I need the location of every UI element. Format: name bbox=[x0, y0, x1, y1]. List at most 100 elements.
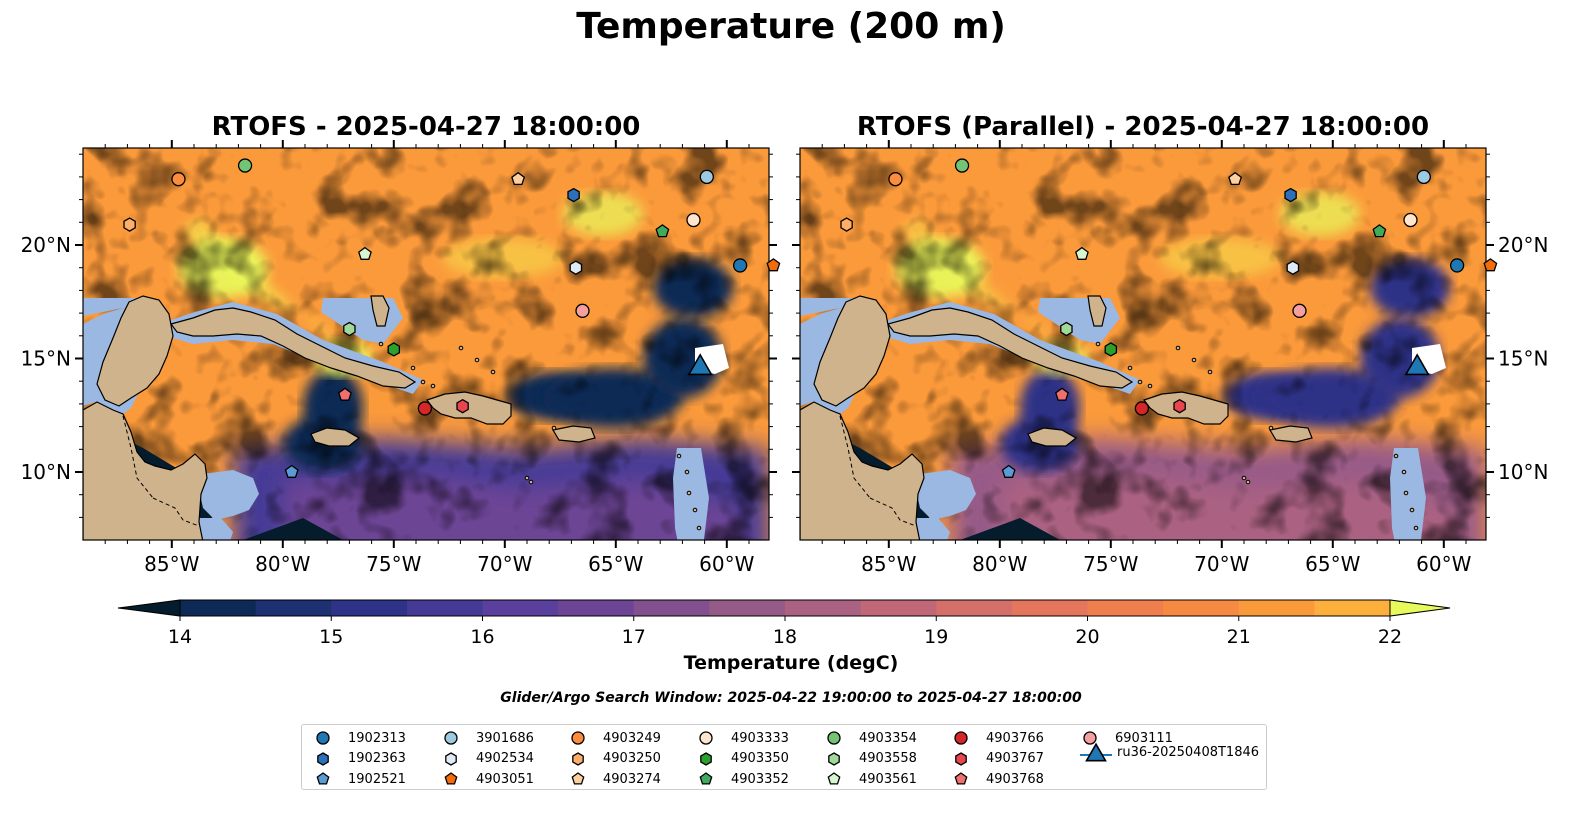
hexagon-marker-icon bbox=[955, 751, 967, 766]
map-panel-rtofs: 85°W 80°W 75°W 70°W 65°W 60°W 20°N 15°N 10°N bbox=[21, 140, 781, 576]
float-marker-4903352 bbox=[1372, 224, 1387, 238]
legend-hexagon-icon bbox=[317, 751, 329, 766]
map-panel-rtofs-parallel: 85°W 80°W 75°W 70°W 65°W 60°W 20°N 15°N 10°N bbox=[792, 140, 1548, 576]
legend-pentagon-icon bbox=[954, 772, 968, 785]
colorbar-segment bbox=[709, 600, 786, 616]
lon-tick-label: 60°W bbox=[699, 552, 754, 576]
legend-circle-icon bbox=[827, 731, 841, 745]
float-marker-4903561 bbox=[358, 246, 372, 260]
legend-label: 4903354 bbox=[859, 730, 917, 746]
lon-tick-label: 75°W bbox=[1083, 552, 1138, 576]
circle-marker-icon bbox=[954, 731, 968, 745]
float-marker-4903354 bbox=[954, 158, 970, 173]
float-marker-4903051 bbox=[1483, 258, 1498, 272]
float-marker-4903767 bbox=[1173, 398, 1186, 414]
legend-label: 1902313 bbox=[348, 730, 406, 746]
pentagon-marker-icon bbox=[316, 772, 330, 785]
float-marker-1902521 bbox=[284, 464, 299, 478]
legend-item: 1902313 bbox=[312, 729, 406, 747]
lat-tick-label: 10°N bbox=[1498, 460, 1548, 484]
legend-pentagon-icon bbox=[827, 772, 841, 785]
colorbar-segment bbox=[1163, 600, 1240, 616]
hexagon-marker-icon bbox=[317, 751, 329, 766]
legend-glider-icon bbox=[1085, 742, 1107, 762]
legend-item: 4903352 bbox=[695, 770, 789, 788]
legend-item: 4903766 bbox=[950, 729, 1044, 747]
legend-label: 4903561 bbox=[859, 771, 917, 787]
legend-item: 4902534 bbox=[440, 750, 534, 768]
legend-label: 3901686 bbox=[476, 730, 534, 746]
float-marker-4903767 bbox=[456, 398, 469, 414]
float-marker-4903051 bbox=[766, 258, 781, 272]
legend-label: 4903350 bbox=[731, 751, 789, 766]
legend-hexagon-icon bbox=[955, 751, 967, 766]
colorbar-segment bbox=[1238, 600, 1315, 616]
lat-tick-label: 15°N bbox=[1498, 347, 1548, 371]
colorbar-tick-label: 21 bbox=[1227, 626, 1251, 648]
float-marker-1902521 bbox=[1001, 464, 1016, 478]
legend-item: 4903768 bbox=[950, 770, 1044, 788]
float-marker-4903561 bbox=[1075, 246, 1089, 260]
float-marker-4903250 bbox=[123, 217, 136, 232]
colorbar-tick-label: 16 bbox=[470, 626, 494, 648]
legend-label: 4903767 bbox=[986, 751, 1044, 766]
legend-item: 4903561 bbox=[823, 770, 917, 788]
legend-item: 6903111 bbox=[1079, 729, 1173, 747]
colorbar-segment bbox=[406, 600, 483, 616]
colorbar-label: Temperature (degC) bbox=[683, 652, 899, 674]
colorbar-segment bbox=[936, 600, 1013, 616]
colorbar-segment bbox=[633, 600, 710, 616]
legend-label: 4903274 bbox=[603, 771, 661, 787]
float-marker-4903350 bbox=[387, 342, 401, 357]
pentagon-marker-icon bbox=[827, 772, 841, 785]
legend-label: 4903768 bbox=[986, 771, 1044, 787]
legend-label: ru36-20250408T1846 bbox=[1117, 745, 1260, 760]
float-marker-4902534 bbox=[1286, 260, 1300, 275]
legend-circle-icon bbox=[699, 731, 713, 745]
colorbar-tick-label: 22 bbox=[1378, 626, 1402, 648]
legend-pentagon-icon bbox=[571, 772, 585, 785]
lat-tick-label: 15°N bbox=[21, 347, 71, 371]
legend-item: ru36-20250408T1846 bbox=[1079, 742, 1260, 762]
legend-circle-icon bbox=[1083, 731, 1097, 745]
panel-title-rtofs-parallel: RTOFS (Parallel) - 2025-04-27 18:00:00 bbox=[856, 112, 1430, 142]
colorbar-segment bbox=[482, 600, 559, 616]
legend-label: 4903766 bbox=[986, 730, 1044, 746]
colorbar-tick-label: 20 bbox=[1075, 626, 1099, 648]
legend-item: 4903354 bbox=[823, 729, 917, 747]
circle-marker-icon bbox=[444, 731, 458, 745]
pentagon-marker-icon bbox=[444, 772, 458, 785]
lat-tick-label: 20°N bbox=[1498, 233, 1548, 257]
circle-marker-icon bbox=[316, 731, 330, 745]
lon-tick-label: 75°W bbox=[366, 552, 421, 576]
figure-title: Temperature (200 m) bbox=[576, 6, 1006, 47]
colorbar-segment bbox=[1087, 600, 1164, 616]
legend-label: 4903051 bbox=[476, 771, 534, 787]
float-marker-4903249 bbox=[888, 172, 903, 187]
float-marker-1902313 bbox=[732, 258, 748, 273]
colorbar-segment bbox=[860, 600, 937, 616]
float-marker-4903766 bbox=[1134, 401, 1150, 416]
lon-tick-label: 85°W bbox=[861, 552, 916, 576]
legend-circle-icon bbox=[571, 731, 585, 745]
legend-circle-icon bbox=[954, 731, 968, 745]
legend-item: 4903250 bbox=[567, 750, 661, 768]
pentagon-marker-icon bbox=[571, 772, 585, 785]
float-marker-1902363 bbox=[1284, 187, 1297, 203]
hexagon-marker-icon bbox=[445, 751, 457, 766]
lon-tick-label: 65°W bbox=[588, 552, 643, 576]
lon-tick-label: 80°W bbox=[255, 552, 310, 576]
colorbar-segment bbox=[558, 600, 635, 616]
hexagon-marker-icon bbox=[828, 751, 840, 766]
legend-item: 4903767 bbox=[950, 750, 1044, 768]
float-marker-4903333 bbox=[1403, 212, 1418, 228]
pentagon-marker-icon bbox=[699, 772, 713, 785]
lat-tick-label: 20°N bbox=[21, 233, 71, 257]
legend-label: 4903558 bbox=[859, 751, 917, 766]
legend-label: 1902363 bbox=[348, 751, 406, 766]
search-window-text: Glider/Argo Search Window: 2025-04-22 19… bbox=[500, 690, 1082, 706]
legend-item: 3901686 bbox=[440, 729, 534, 747]
colorbar-segment bbox=[1011, 600, 1088, 616]
float-marker-4903249 bbox=[171, 172, 186, 187]
